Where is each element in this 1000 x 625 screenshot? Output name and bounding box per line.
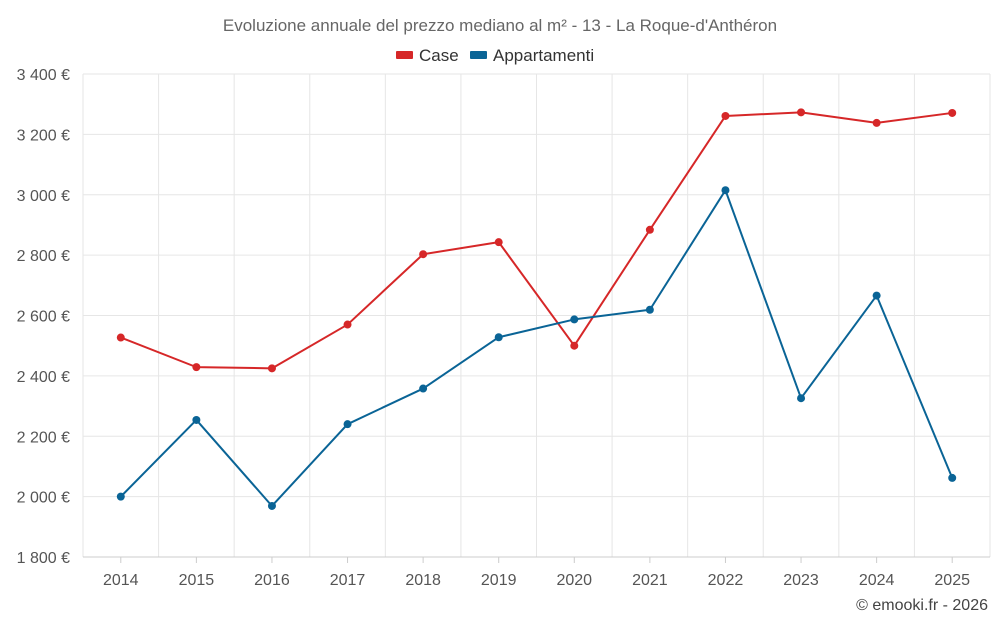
data-point-appartamenti[interactable]	[116, 492, 125, 501]
data-point-appartamenti[interactable]	[570, 315, 579, 324]
x-tick-label: 2025	[934, 572, 970, 589]
x-tick-label: 2021	[632, 572, 668, 589]
data-point-case[interactable]	[645, 225, 654, 234]
legend-item-appartamenti[interactable]: Appartamenti	[470, 46, 594, 65]
data-point-case[interactable]	[192, 363, 201, 372]
data-point-case[interactable]	[343, 320, 352, 329]
data-point-appartamenti[interactable]	[419, 384, 428, 393]
data-point-case[interactable]	[872, 118, 881, 127]
data-point-appartamenti[interactable]	[948, 473, 957, 482]
x-axis-ticks: 2014 2015 2016 2017 2018 2019 2020 2021 2022 2023…	[103, 557, 970, 589]
y-tick-label: 2 400 €	[17, 369, 70, 386]
y-tick-label: 3 400 €	[17, 67, 70, 84]
data-point-appartamenti[interactable]	[797, 394, 806, 403]
legend-label-case: Case	[419, 46, 459, 65]
data-point-case[interactable]	[570, 341, 579, 350]
y-axis-ticks: 1 800 € 2 000 € 2 200 € 2 400 € 2 600 € 2 800…	[17, 67, 70, 567]
legend-label-appartamenti: Appartamenti	[493, 46, 594, 65]
data-point-case[interactable]	[419, 250, 428, 259]
data-point-case[interactable]	[267, 364, 276, 373]
series-layer	[116, 108, 957, 510]
data-point-case[interactable]	[116, 333, 125, 342]
series-line-appartamenti	[120, 189, 954, 507]
x-tick-label: 2018	[405, 572, 441, 589]
legend: Case Appartamenti	[396, 46, 594, 65]
x-tick-label: 2016	[254, 572, 290, 589]
series-line-case	[120, 111, 953, 370]
x-tick-label: 2017	[330, 572, 366, 589]
y-tick-label: 2 200 €	[17, 429, 70, 446]
legend-item-case[interactable]: Case	[396, 46, 459, 65]
x-tick-label: 2023	[783, 572, 819, 589]
y-tick-label: 3 200 €	[17, 127, 70, 144]
data-point-case[interactable]	[721, 111, 730, 120]
x-tick-label: 2015	[179, 572, 215, 589]
x-tick-label: 2020	[556, 572, 592, 589]
series-case	[116, 108, 957, 373]
y-tick-label: 2 600 €	[17, 309, 70, 326]
data-point-appartamenti[interactable]	[872, 291, 881, 300]
legend-swatch-case	[396, 51, 413, 59]
data-point-appartamenti[interactable]	[343, 420, 352, 429]
x-tick-label: 2014	[103, 572, 139, 589]
data-point-appartamenti[interactable]	[645, 305, 654, 314]
data-point-case[interactable]	[494, 238, 503, 247]
x-tick-label: 2022	[708, 572, 744, 589]
data-point-appartamenti[interactable]	[721, 186, 730, 195]
series-appartamenti	[116, 186, 957, 510]
data-point-appartamenti[interactable]	[494, 333, 503, 342]
y-tick-label: 2 800 €	[17, 248, 70, 265]
credit-text: © emooki.fr - 2026	[856, 597, 988, 614]
data-point-appartamenti[interactable]	[192, 415, 201, 424]
y-tick-label: 2 000 €	[17, 490, 70, 507]
x-tick-label: 2019	[481, 572, 517, 589]
legend-swatch-appartamenti	[470, 51, 487, 59]
data-point-case[interactable]	[948, 108, 957, 117]
data-point-case[interactable]	[797, 108, 806, 117]
data-point-appartamenti[interactable]	[267, 501, 276, 510]
y-tick-label: 1 800 €	[17, 550, 70, 567]
x-tick-label: 2024	[859, 572, 895, 589]
chart-title: Evoluzione annuale del prezzo mediano al…	[223, 16, 777, 35]
y-tick-label: 3 000 €	[17, 188, 70, 205]
